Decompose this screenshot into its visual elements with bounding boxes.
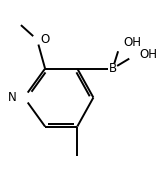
Text: O: O: [40, 33, 49, 46]
Text: OH: OH: [123, 36, 141, 49]
Text: B: B: [109, 62, 117, 75]
Text: N: N: [8, 91, 17, 104]
Text: OH: OH: [139, 48, 157, 61]
